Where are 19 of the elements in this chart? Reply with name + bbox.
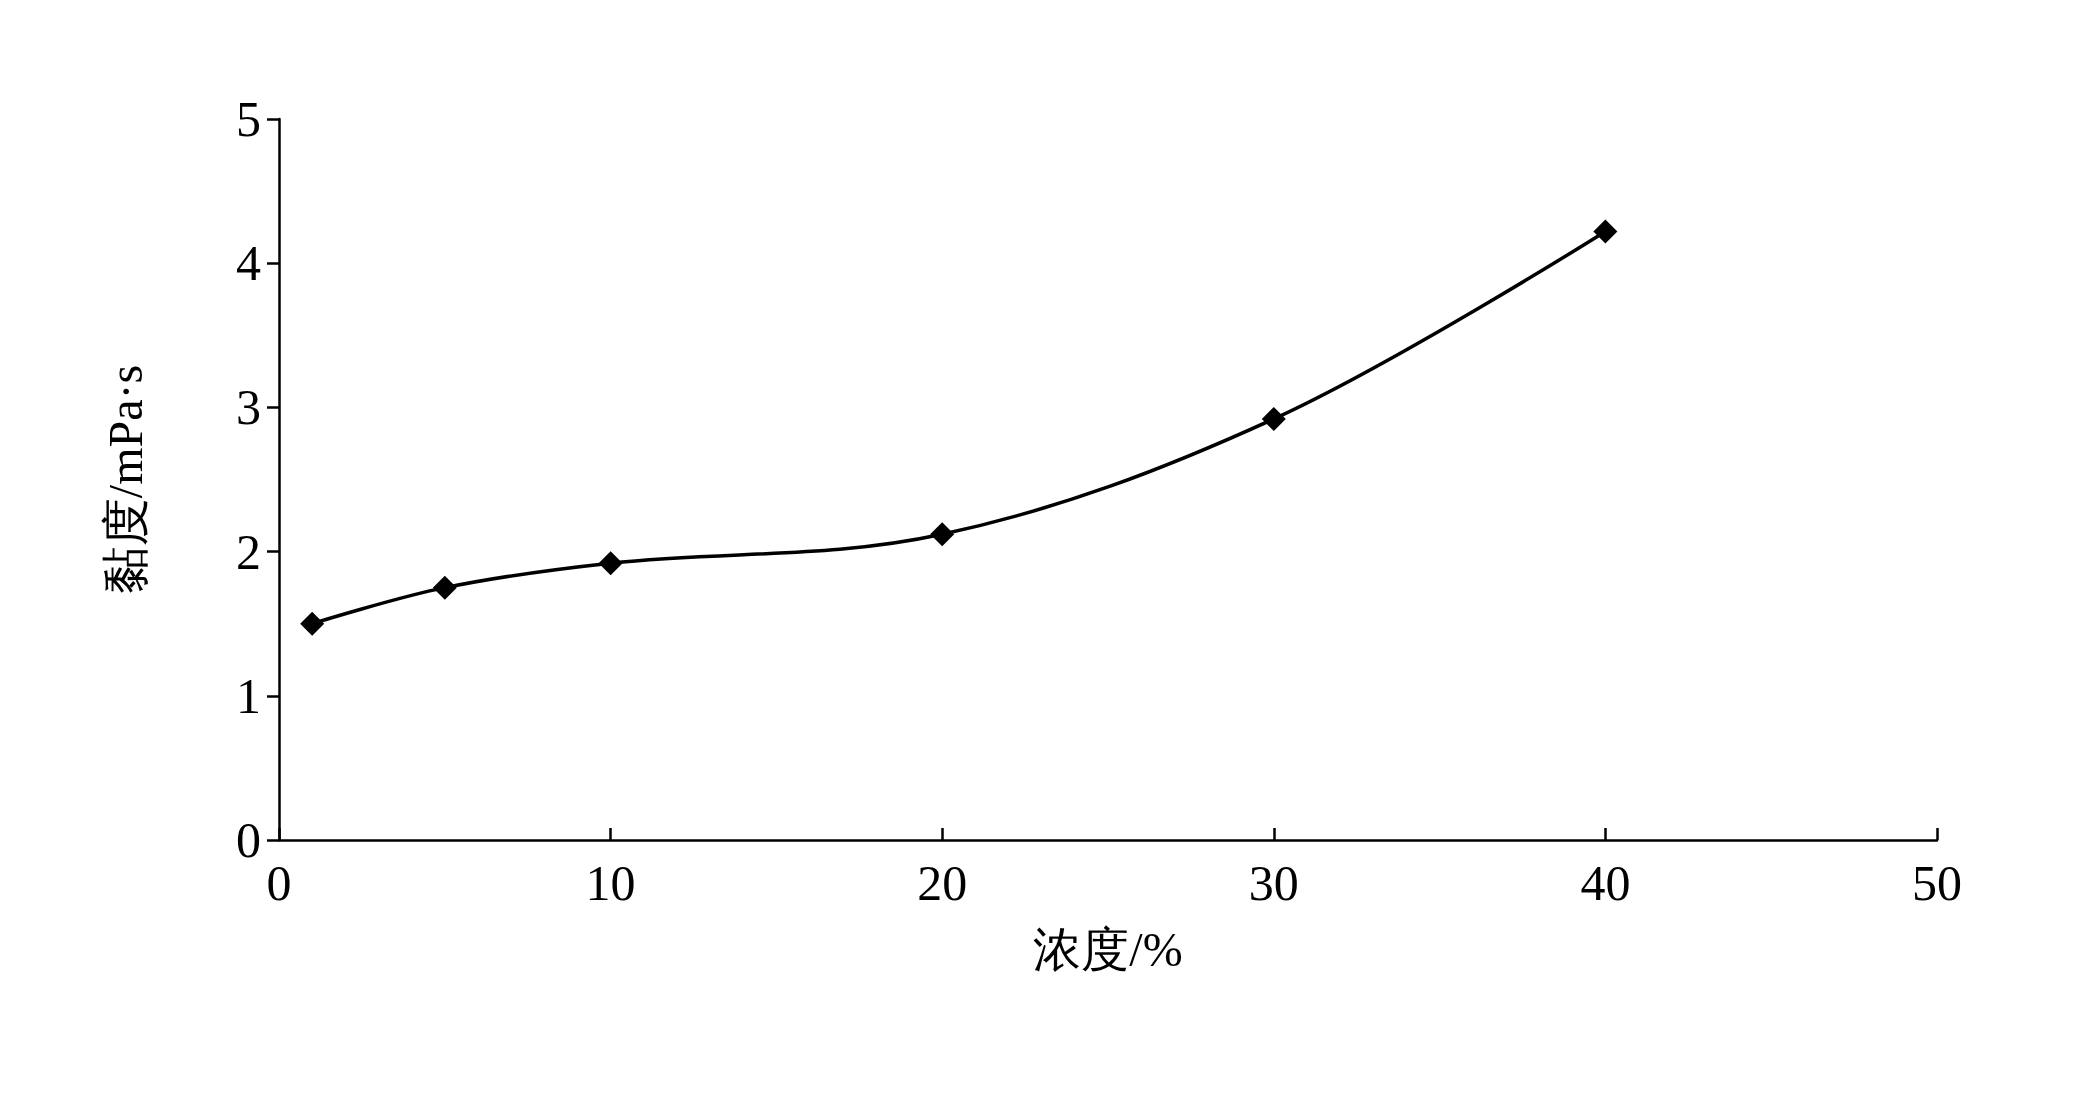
y-tick-label: 5 <box>236 91 261 147</box>
y-tick-label: 1 <box>236 667 261 724</box>
x-tick-label: 30 <box>1248 855 1299 911</box>
x-tick-label: 40 <box>1580 855 1631 911</box>
point <box>432 575 457 600</box>
y-axis-title: 黏度/mPa·s <box>98 364 152 595</box>
point <box>300 611 325 636</box>
point <box>1261 406 1286 431</box>
y-tick-label: 0 <box>236 812 261 868</box>
point <box>598 551 623 576</box>
point <box>1593 219 1618 244</box>
y-tick-label: 4 <box>236 235 261 292</box>
x-axis-title: 浓度/% <box>1033 922 1183 976</box>
x-tick-label: 10 <box>585 855 636 911</box>
y-tick-label: 2 <box>236 523 261 580</box>
x-tick-label: 20 <box>917 855 968 911</box>
point <box>930 522 955 547</box>
x-tick-label: 50 <box>1912 855 1962 911</box>
y-tick-label: 3 <box>236 379 261 436</box>
